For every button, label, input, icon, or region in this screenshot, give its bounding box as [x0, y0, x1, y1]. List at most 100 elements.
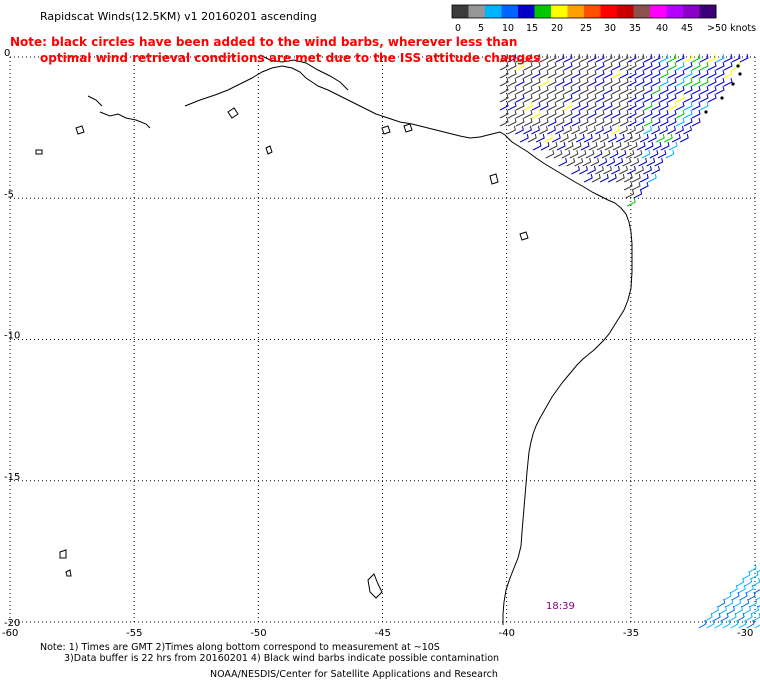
wind-barb — [571, 61, 581, 71]
legend-frame — [451, 4, 717, 19]
wind-barb — [633, 149, 643, 159]
wind-barb — [555, 101, 565, 111]
wind-barb — [579, 77, 589, 87]
wind-barb — [715, 61, 725, 71]
wind-barb — [671, 133, 681, 143]
wind-barb — [748, 563, 757, 573]
wind-barb — [531, 93, 541, 103]
lat-lon-grid — [9, 56, 756, 623]
wind-barb — [627, 165, 636, 175]
wind-barb — [617, 149, 627, 159]
footer-note-2: 3)Data buffer is 22 hrs from 20160201 4)… — [64, 653, 499, 664]
wind-barb — [587, 101, 597, 111]
wind-barb — [587, 165, 596, 175]
wind-barb — [651, 165, 660, 175]
wind-barb — [738, 619, 747, 629]
legend-swatch — [485, 5, 502, 18]
wind-barb — [555, 125, 564, 135]
legend-label: 20 — [551, 23, 563, 34]
wind-barb — [574, 157, 584, 167]
wind-barb — [643, 109, 653, 119]
wind-barb — [651, 77, 661, 87]
wind-barb — [555, 53, 565, 63]
wind-barb — [627, 77, 637, 87]
wind-barb — [579, 93, 589, 103]
wind-barb — [651, 117, 661, 127]
wind-barb — [531, 69, 541, 79]
wind-barb — [499, 69, 509, 79]
wind-barb — [599, 133, 609, 143]
wind-barb — [631, 181, 641, 191]
wind-barb — [619, 69, 629, 79]
wind-barb — [583, 173, 593, 183]
wind-barb — [555, 77, 565, 87]
wind-barb — [619, 125, 628, 135]
wind-barb — [667, 85, 677, 95]
wind-barb — [571, 125, 580, 135]
wind-barb — [540, 141, 550, 151]
wind-barb — [655, 133, 665, 143]
wind-barb — [659, 101, 669, 111]
wind-barb — [580, 141, 590, 151]
wind-barb — [627, 69, 637, 79]
wind-barb — [738, 584, 746, 594]
wind-barb — [720, 612, 729, 622]
wind-barb — [603, 125, 612, 135]
wind-barb — [547, 85, 557, 95]
wind-barb — [707, 77, 717, 87]
legend-swatch — [584, 5, 601, 18]
wind-barb — [603, 69, 613, 79]
wind-barb — [631, 133, 641, 143]
wind-barb — [711, 605, 719, 615]
wind-barb — [635, 93, 645, 103]
wind-barb — [555, 109, 565, 119]
wind-barb — [531, 53, 541, 63]
wind-barb — [699, 69, 709, 79]
footer-credit: NOAA/NESDIS/Center for Satellite Applica… — [210, 669, 498, 680]
wind-barb — [595, 125, 604, 135]
wind-barb — [675, 117, 685, 127]
wind-barb — [651, 101, 661, 111]
lon-tick-label: -50 — [250, 628, 266, 639]
wind-barb — [623, 133, 633, 143]
wind-barb — [633, 189, 643, 199]
wind-barb — [675, 61, 685, 71]
legend-swatch — [600, 5, 618, 18]
wind-barb — [579, 117, 589, 127]
wind-barb — [749, 598, 758, 608]
wind-barb — [547, 109, 557, 119]
wind-barb — [523, 77, 533, 87]
wind-barb — [531, 61, 541, 71]
wind-barb — [579, 109, 589, 119]
wind-barb — [652, 141, 662, 151]
wind-barb — [555, 93, 565, 103]
wind-barb — [587, 85, 597, 95]
legend-swatch — [534, 5, 552, 18]
wind-barb — [707, 69, 717, 79]
wind-barb — [595, 85, 605, 95]
wind-barb — [635, 69, 645, 79]
wind-barb — [691, 69, 701, 79]
wind-barb — [615, 173, 625, 183]
wind-barb — [714, 619, 723, 629]
wind-barb — [614, 157, 624, 167]
speed-legend: 0 5 10 15 20 25 30 35 40 45 >50 knots — [451, 4, 756, 34]
wind-barb — [659, 117, 669, 127]
wind-barb — [683, 77, 693, 87]
wind-barb — [515, 93, 525, 103]
contamination-circle — [736, 64, 740, 68]
legend-swatch — [699, 5, 717, 18]
wind-barb — [659, 109, 669, 119]
lon-tick-label: -45 — [375, 628, 391, 639]
wind-barb — [604, 141, 614, 151]
legend-label: 15 — [526, 23, 538, 34]
wind-barb — [545, 149, 555, 159]
wind-barb — [644, 141, 654, 151]
wind-barb — [707, 93, 717, 103]
wind-barb — [515, 53, 525, 63]
wind-barb — [750, 570, 759, 580]
lon-tick-label: -40 — [499, 628, 515, 639]
wind-barb — [515, 109, 525, 119]
wind-barb — [595, 101, 605, 111]
wind-barb — [631, 173, 641, 183]
